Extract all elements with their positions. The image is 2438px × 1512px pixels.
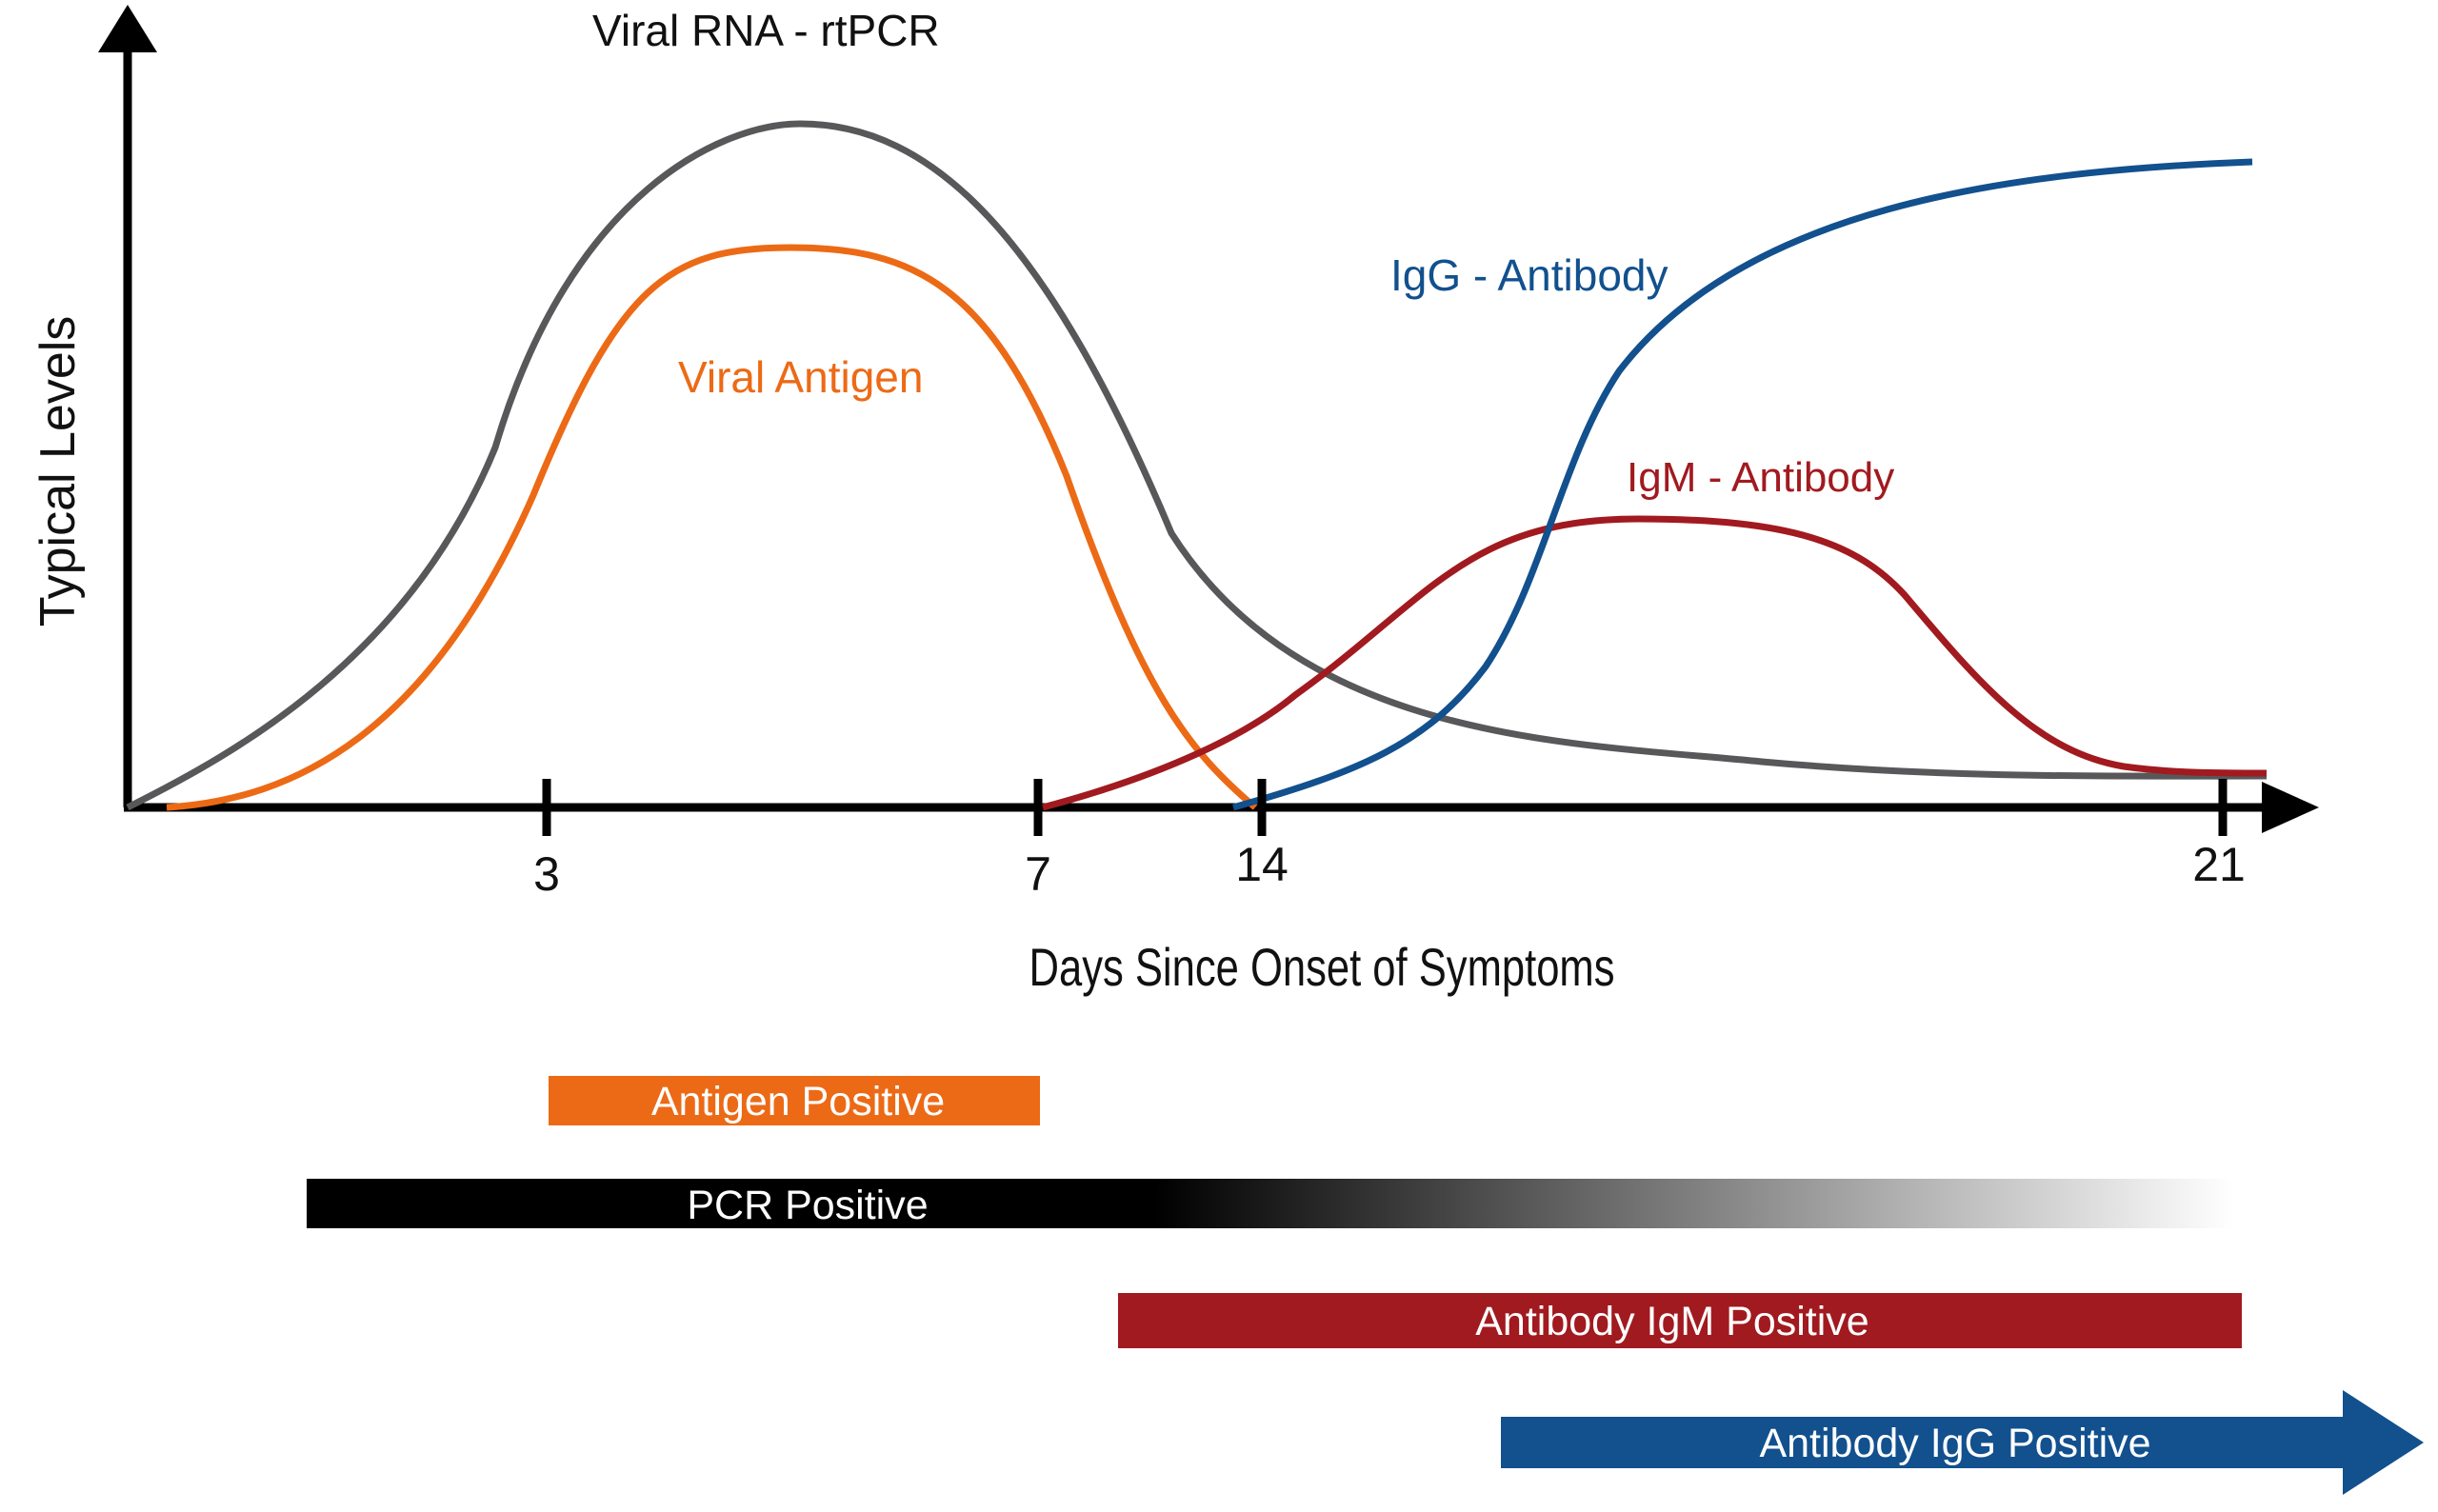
series-label-viral-rna: Viral RNA - rtPCR xyxy=(592,6,940,55)
y-axis-arrowhead xyxy=(98,5,157,52)
x-axis-title: Days Since Onset of Symptoms xyxy=(1029,937,1615,997)
antigen-positive-bar: Antigen Positive xyxy=(549,1076,1040,1125)
igm-positive-label: Antibody IgM Positive xyxy=(1475,1299,1868,1344)
antigen-positive-label: Antigen Positive xyxy=(651,1079,945,1124)
y-axis xyxy=(98,5,157,807)
x-tick-label: 14 xyxy=(1235,838,1289,891)
x-tick-label: 7 xyxy=(1025,847,1051,901)
series-line-igm-antibody xyxy=(1042,515,2268,811)
x-tick-label: 3 xyxy=(533,847,560,901)
igg-positive-label: Antibody IgG Positive xyxy=(1759,1421,2150,1466)
x-tick-group: 3 7 14 21 xyxy=(533,779,2246,901)
x-axis xyxy=(124,782,2319,833)
igg-positive-arrow: Antibody IgG Positive xyxy=(1501,1390,2424,1495)
pcr-positive-label: PCR Positive xyxy=(687,1183,928,1228)
pcr-positive-bar: PCR Positive xyxy=(307,1179,2234,1228)
x-axis-arrowhead xyxy=(2262,782,2319,833)
igm-positive-bar: Antibody IgM Positive xyxy=(1118,1293,2242,1348)
series-label-igg-antibody: IgG - Antibody xyxy=(1390,250,1669,300)
series-label-igm-antibody: IgM - Antibody xyxy=(1627,454,1894,501)
y-axis-title: Typical Levels xyxy=(30,316,86,627)
series-line-igg-antibody xyxy=(1232,158,2253,811)
x-tick-label: 21 xyxy=(2192,838,2246,891)
series-line-viral-antigen xyxy=(166,244,1258,811)
series-label-viral-antigen: Viral Antigen xyxy=(678,352,923,402)
series-line-viral-rna xyxy=(126,120,2268,811)
